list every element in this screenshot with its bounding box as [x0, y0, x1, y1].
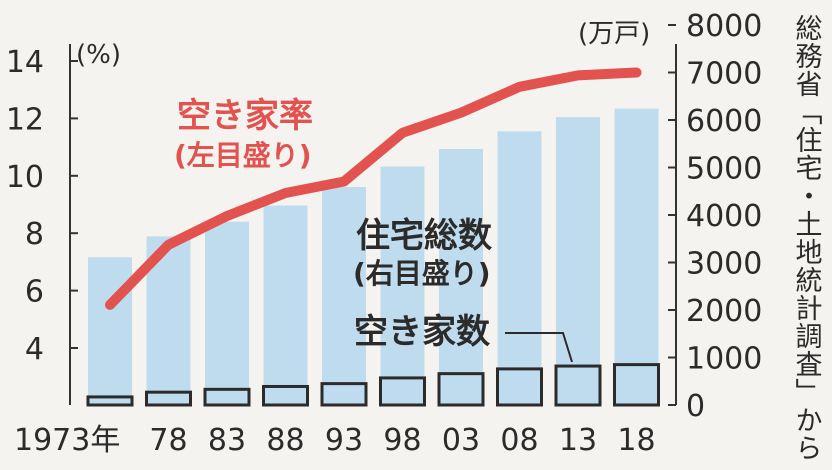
vacant-houses-bar-8 — [554, 364, 602, 407]
vacant-houses-bar-6 — [437, 372, 485, 407]
vacant-houses-bar-5 — [379, 376, 426, 407]
left-tick-label-0: 4 — [25, 332, 44, 367]
label-total-housing-sub: (右目盛り) — [353, 257, 491, 290]
x-tick-label-3: 88 — [266, 423, 304, 458]
vacant-layer — [86, 363, 660, 407]
total-housing-bar-4 — [322, 186, 366, 405]
vacant-houses-bar-1 — [145, 390, 192, 407]
left-tick-label-2: 8 — [25, 217, 44, 252]
right-tick-label-5: 5000 — [686, 152, 762, 187]
left-tick-label-3: 10 — [6, 160, 44, 195]
left-tick-label-4: 12 — [6, 102, 44, 137]
left-axis-unit: (%) — [76, 40, 121, 70]
x-tick-label-7: 08 — [500, 423, 538, 458]
x-tick-label-0: 1973年 — [14, 423, 120, 458]
vacant-houses-bar-0 — [86, 395, 134, 407]
right-tick-label-1: 1000 — [686, 342, 762, 377]
right-tick-label-2: 2000 — [686, 294, 762, 329]
label-total-housing: 住宅総数 — [356, 216, 492, 256]
vacant-houses-bar-3 — [262, 384, 309, 407]
label-vacancy-rate-sub: (左目盛り) — [174, 139, 312, 172]
right-tick-label-3: 3000 — [686, 247, 762, 282]
x-tick-label-1: 78 — [149, 423, 187, 458]
vacant-houses-bar-7 — [496, 367, 543, 407]
right-tick-label-7: 7000 — [686, 57, 762, 92]
right-axis-ticks: 0 1000 2000 3000 4000 5000 6000 7000 8000 — [668, 9, 762, 424]
total-housing-bar-6 — [439, 148, 483, 405]
x-tick-label-8: 13 — [559, 423, 597, 458]
x-tick-label-9: 18 — [617, 423, 655, 458]
vacant-houses-bar-9 — [613, 363, 660, 407]
left-axis-ticks: 4 6 8 10 12 14 — [6, 45, 78, 367]
total-housing-bar-3 — [263, 205, 308, 405]
bar-layer — [88, 108, 659, 406]
total-housing-bar-8 — [556, 117, 600, 406]
x-axis-labels: 1973年 78 83 88 93 98 03 08 13 18 — [14, 423, 656, 458]
x-tick-label-4: 93 — [325, 423, 363, 458]
right-tick-label-0: 0 — [686, 389, 705, 424]
right-tick-label-8: 8000 — [686, 9, 762, 44]
total-housing-bar-9 — [614, 108, 659, 405]
left-tick-label-5: 14 — [6, 45, 44, 80]
source-note: 総務省「住宅・土地統計調査」から — [791, 14, 823, 462]
total-housing-bar-5 — [380, 166, 425, 405]
label-vacancy-rate: 空き家率 — [177, 96, 313, 136]
total-housing-bar-2 — [205, 221, 249, 405]
vacancy-rate-line — [105, 67, 642, 310]
x-tick-label-6: 03 — [442, 423, 480, 458]
label-vacant-houses: 空き家数 — [354, 312, 490, 352]
right-tick-label-4: 4000 — [686, 199, 762, 234]
vacant-houses-bar-4 — [320, 382, 368, 407]
total-housing-bar-7 — [497, 131, 542, 405]
right-tick-label-6: 6000 — [686, 104, 762, 139]
vacant-houses-bar-2 — [203, 387, 251, 407]
left-tick-label-1: 6 — [25, 275, 44, 310]
total-housing-bar-0 — [88, 257, 132, 405]
vacant-pointer — [505, 332, 573, 363]
x-tick-label-5: 98 — [383, 423, 421, 458]
x-tick-label-2: 83 — [208, 423, 246, 458]
right-axis-unit: (万戸) — [578, 19, 650, 49]
